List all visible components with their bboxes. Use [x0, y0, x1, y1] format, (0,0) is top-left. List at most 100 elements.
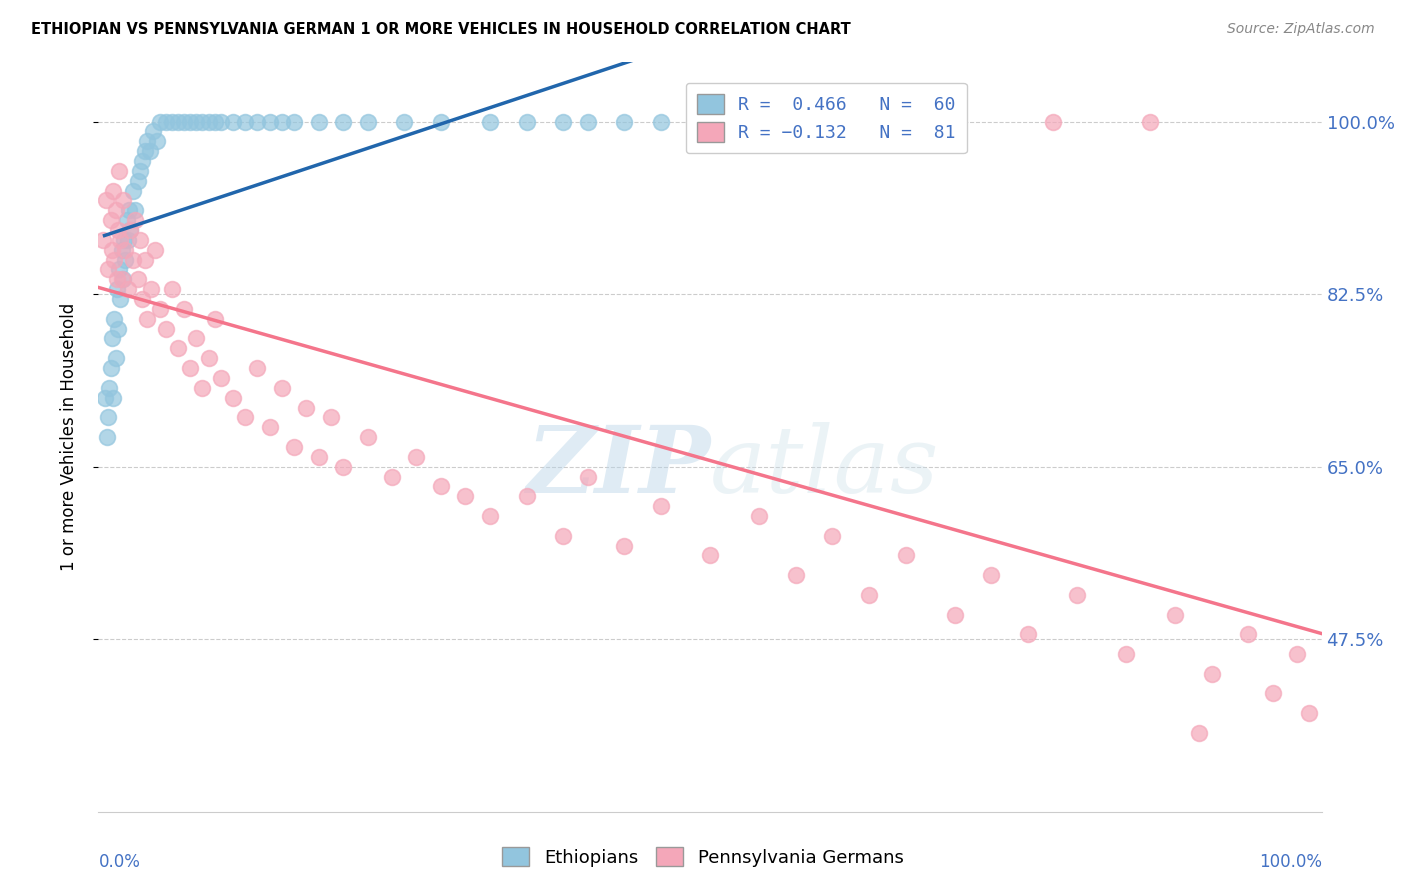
- Point: [204, 311, 226, 326]
- Point: [246, 114, 269, 128]
- Point: [173, 114, 195, 128]
- Point: [270, 381, 294, 395]
- Point: [356, 114, 378, 128]
- Point: [117, 282, 139, 296]
- Point: [127, 174, 149, 188]
- Point: [699, 114, 721, 128]
- Point: [134, 252, 156, 267]
- Point: [104, 203, 127, 218]
- Point: [1286, 647, 1309, 661]
- Point: [149, 114, 172, 128]
- Point: [430, 114, 453, 128]
- Point: [139, 144, 162, 158]
- Point: [1164, 607, 1187, 622]
- Point: [134, 144, 156, 158]
- Point: [1201, 666, 1223, 681]
- Point: [97, 410, 120, 425]
- Point: [101, 331, 124, 345]
- Point: [111, 272, 134, 286]
- Point: [101, 243, 124, 257]
- Point: [186, 114, 208, 128]
- Point: [650, 499, 672, 513]
- Point: [108, 164, 131, 178]
- Point: [94, 194, 117, 208]
- Point: [100, 213, 122, 227]
- Point: [356, 430, 378, 444]
- Point: [111, 272, 134, 286]
- Point: [136, 134, 159, 148]
- Point: [454, 489, 477, 503]
- Point: [121, 184, 143, 198]
- Point: [110, 233, 132, 247]
- Point: [699, 114, 721, 128]
- Point: [136, 311, 159, 326]
- Point: [155, 114, 177, 128]
- Text: ZIP: ZIP: [526, 422, 710, 512]
- Point: [101, 184, 124, 198]
- Point: [179, 361, 201, 376]
- Point: [821, 529, 844, 543]
- Point: [179, 114, 201, 128]
- Point: [1115, 647, 1137, 661]
- Point: [283, 440, 305, 454]
- Point: [650, 114, 672, 128]
- Point: [91, 233, 114, 247]
- Point: [332, 459, 354, 474]
- Point: [1017, 627, 1039, 641]
- Point: [111, 243, 134, 257]
- Point: [114, 243, 136, 257]
- Point: [115, 213, 138, 227]
- Point: [121, 252, 143, 267]
- Point: [101, 391, 124, 405]
- Point: [515, 489, 537, 503]
- Point: [105, 272, 128, 286]
- Point: [699, 549, 721, 563]
- Point: [319, 410, 342, 425]
- Point: [209, 114, 232, 128]
- Point: [613, 114, 636, 128]
- Point: [124, 213, 146, 227]
- Point: [97, 262, 120, 277]
- Point: [129, 233, 152, 247]
- Point: [222, 391, 245, 405]
- Point: [96, 430, 118, 444]
- Point: [167, 342, 190, 356]
- Point: [160, 114, 183, 128]
- Point: [748, 508, 770, 523]
- Point: [160, 282, 183, 296]
- Point: [104, 351, 127, 366]
- Point: [131, 154, 153, 169]
- Point: [142, 124, 165, 138]
- Point: [392, 114, 416, 128]
- Point: [167, 114, 190, 128]
- Y-axis label: 1 or more Vehicles in Household: 1 or more Vehicles in Household: [59, 303, 77, 571]
- Point: [98, 381, 121, 395]
- Point: [197, 351, 219, 366]
- Point: [270, 114, 294, 128]
- Point: [748, 114, 770, 128]
- Point: [143, 243, 166, 257]
- Point: [107, 223, 129, 237]
- Point: [295, 401, 318, 415]
- Point: [173, 301, 195, 316]
- Point: [1042, 114, 1064, 128]
- Point: [308, 450, 330, 464]
- Point: [222, 114, 245, 128]
- Text: atlas: atlas: [710, 422, 939, 512]
- Point: [381, 469, 404, 483]
- Point: [894, 549, 917, 563]
- Point: [112, 233, 135, 247]
- Point: [105, 282, 128, 296]
- Point: [100, 361, 122, 376]
- Point: [1298, 706, 1320, 720]
- Point: [259, 420, 281, 434]
- Point: [858, 588, 880, 602]
- Point: [1139, 114, 1161, 128]
- Point: [785, 568, 807, 582]
- Point: [108, 262, 131, 277]
- Point: [120, 223, 142, 237]
- Point: [124, 203, 146, 218]
- Point: [943, 607, 966, 622]
- Point: [576, 469, 599, 483]
- Point: [191, 381, 214, 395]
